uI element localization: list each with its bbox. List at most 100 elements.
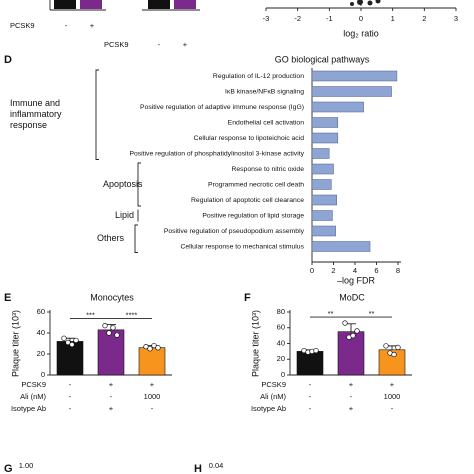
y-tick-label: 20 [37, 349, 45, 358]
category-label: Positive regulation of pseudopodium asse… [164, 228, 305, 235]
bar [311, 163, 334, 175]
bar [311, 225, 336, 237]
condition-value: + [109, 380, 114, 389]
data-point [102, 323, 108, 329]
panel-label: F [244, 292, 251, 304]
condition-value: - [350, 392, 353, 401]
data-point [73, 337, 79, 344]
bar [311, 86, 392, 97]
x-tick-label: 1 [391, 14, 395, 23]
volcano-cluster [375, 0, 381, 4]
panel-label: E [4, 292, 11, 304]
data-point [143, 344, 149, 350]
bar [138, 347, 166, 376]
y-tick-label: 0 [41, 370, 45, 379]
y-tick-label: 60 [277, 323, 285, 332]
volcano-cluster [357, 0, 363, 5]
category-label: Programmed necrotic cell death [208, 181, 304, 188]
panel-label: D [4, 54, 12, 66]
category-label: IκB kinase/NFκB signaling [225, 88, 304, 95]
data-point [114, 332, 120, 338]
group-label-line: response [10, 120, 47, 130]
condition-value: - [309, 392, 312, 401]
x-axis-label: log₂ ratio [343, 28, 379, 38]
condition-value: - [69, 404, 72, 413]
x-axis-label: –log FDR [337, 275, 376, 285]
category-label: Endothelial cell activation [228, 119, 305, 126]
data-point [61, 335, 67, 341]
cropped-bar [54, 0, 76, 9]
x-tick-label: 0 [310, 266, 314, 275]
data-point [151, 342, 157, 349]
data-point [354, 328, 360, 334]
volcano-cluster [367, 0, 373, 6]
x-tick-label: 2 [331, 266, 335, 275]
data-point [383, 343, 389, 349]
condition-label: PCSK9 [10, 21, 35, 30]
y-tick-label: 80 [277, 307, 285, 316]
group-bracket [134, 224, 138, 253]
bar [311, 132, 339, 144]
x-tick-label: 4 [353, 266, 357, 275]
significance-label: *** [86, 311, 95, 320]
condition-label: PCSK9 [104, 40, 129, 49]
bar [56, 341, 84, 376]
group-bracket [95, 69, 99, 160]
condition-label: Isotype Ab [11, 404, 46, 413]
x-tick-label: 3 [454, 14, 458, 23]
category-label: Response to nitric oxide [231, 166, 304, 173]
data-point [391, 351, 397, 358]
bar [311, 241, 371, 252]
x-tick-label: 8 [396, 266, 400, 275]
bar [97, 329, 125, 376]
data-point [395, 344, 401, 351]
y-tick-label: 60 [37, 307, 45, 316]
bar [311, 148, 330, 159]
panel-label: H [194, 463, 202, 474]
category-label: Regulation of IL-12 production [213, 73, 304, 80]
condition-value: + [150, 380, 155, 389]
panel-label: G [4, 463, 13, 474]
condition-value: - [69, 392, 72, 401]
group-label: Lipid [115, 210, 134, 220]
x-tick-label: 6 [374, 266, 378, 275]
bar [311, 101, 364, 113]
condition-label: Isotype Ab [251, 404, 286, 413]
category-label: Positive regulation of adaptive immune r… [140, 104, 304, 111]
category-label: Positive regulation of phosphatidylinosi… [129, 150, 304, 157]
condition-value: - [69, 380, 72, 389]
y-tick-label: 0 [281, 370, 285, 379]
cropped-bar [174, 0, 196, 9]
x-tick-label: -2 [294, 14, 301, 23]
condition-value: - [309, 404, 312, 413]
significance-label: ** [328, 309, 334, 318]
category-label: Cellular response to lipoteichoic acid [194, 135, 305, 142]
y-axis-label: Plaque titer (10³) [250, 310, 260, 377]
x-tick-label: 0 [359, 14, 363, 23]
condition-value: - [309, 380, 312, 389]
chart-title: GO biological pathways [275, 54, 370, 64]
bar [311, 70, 398, 82]
group-label: Immune and inflammatory response [10, 98, 62, 130]
data-point [65, 339, 71, 346]
group-label: Others [97, 233, 125, 243]
chart-title: MoDC [339, 292, 365, 302]
y-tick-label: 0.04 [209, 461, 224, 470]
y-tick-label: 40 [277, 338, 285, 347]
condition-value: - [391, 404, 394, 413]
bar [311, 179, 332, 190]
group-label-line: Immune and [10, 98, 60, 108]
data-point [342, 320, 348, 326]
y-axis-label: Plaque titer (10³) [10, 310, 20, 377]
condition-label: PCSK9 [261, 380, 286, 389]
error-bar [387, 345, 397, 350]
condition-label: PCSK9 [21, 380, 46, 389]
condition-value: - [110, 392, 113, 401]
bar [311, 210, 333, 221]
condition-label: Ali (nM) [260, 392, 286, 401]
category-label: Regulation of apoptotic cell clearance [191, 197, 304, 204]
condition-value: + [390, 380, 395, 389]
condition-value: + [90, 21, 95, 30]
chart-title: Monocytes [90, 292, 134, 302]
